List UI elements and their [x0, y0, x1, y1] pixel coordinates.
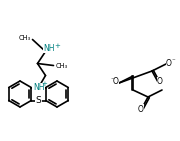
Text: NH: NH [33, 83, 44, 92]
Text: CH₃: CH₃ [55, 62, 68, 69]
Text: O: O [138, 104, 144, 114]
Text: +: + [55, 42, 60, 49]
Text: O: O [113, 78, 119, 86]
Text: +: + [41, 81, 47, 87]
Text: O: O [166, 59, 172, 68]
Text: S: S [36, 96, 41, 105]
Text: ⁻: ⁻ [171, 58, 175, 64]
Text: CH₃: CH₃ [18, 35, 30, 40]
Text: NH: NH [44, 44, 55, 53]
Text: ⁻: ⁻ [110, 77, 114, 83]
Text: O: O [157, 78, 163, 86]
